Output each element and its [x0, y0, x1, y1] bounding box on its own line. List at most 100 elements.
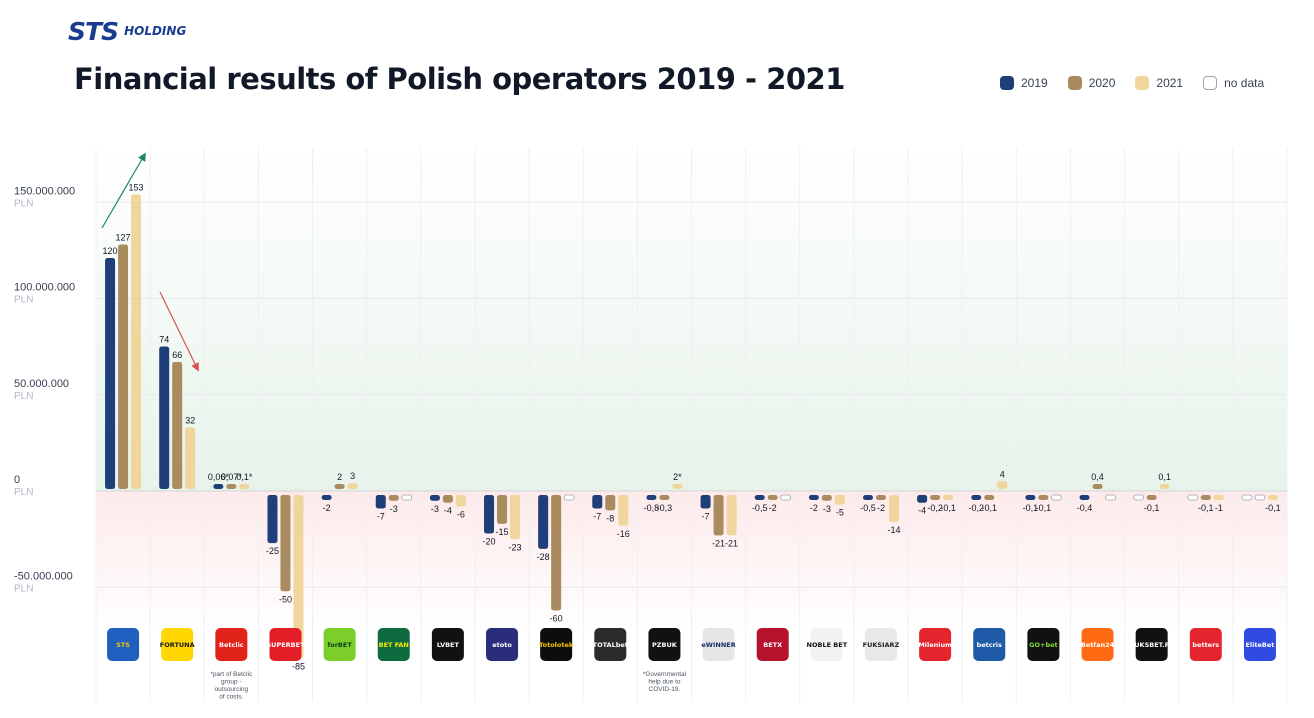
legend-item-2020: 2020: [1067, 76, 1116, 90]
bar: [659, 495, 670, 500]
bar: [538, 495, 549, 549]
operator-logo-text: NOBLE BET: [807, 641, 848, 649]
bar-nodata: [1254, 494, 1266, 501]
bar-value-label: 0,07*: [221, 472, 243, 482]
chart-title: Financial results of Polish operators 20…: [74, 62, 845, 96]
bar-value-label: 32: [185, 415, 195, 425]
bar: [618, 495, 629, 526]
bar-nodata: [1133, 494, 1145, 501]
bar-value-label: -25: [266, 546, 279, 556]
y-tick-unit: PLN: [14, 487, 33, 498]
y-tick-label: 150.000.000: [14, 185, 75, 197]
bar: [984, 495, 995, 500]
bar: [971, 495, 982, 500]
operator-logo-text: FORTUNA: [160, 641, 195, 649]
bar: [862, 495, 873, 500]
bar-value-label: -0,5: [752, 503, 768, 513]
operator-footnote: of costs.: [219, 694, 243, 701]
bar-value-label: -21: [712, 538, 725, 548]
bar: [700, 495, 711, 509]
bar: [1146, 495, 1157, 500]
y-tick-unit: PLN: [14, 198, 33, 209]
bar: [672, 484, 683, 489]
bar: [293, 495, 304, 659]
bar: [551, 495, 562, 611]
bar-value-label: -0,2: [927, 503, 943, 513]
bar: [213, 484, 224, 489]
bar-value-label: -4: [444, 506, 452, 516]
operator-logo: [810, 628, 843, 661]
bar-value-label: -0,1: [1023, 503, 1039, 513]
bar: [172, 361, 183, 489]
operator-logo-text: Milenium: [918, 641, 952, 649]
chart-legend: 2019 2020 2021 no data: [1000, 76, 1264, 90]
bar: [226, 484, 237, 489]
bar-value-label: 2*: [673, 472, 682, 482]
bar: [267, 495, 278, 544]
bar-value-label: -5: [836, 508, 844, 518]
bar-value-label: -0,8: [644, 503, 660, 513]
operator-logo-text: betters: [1192, 641, 1219, 649]
operator-footnote: *part of Betclic: [210, 671, 253, 678]
bar: [1159, 484, 1170, 489]
legend-label-2020: 2020: [1088, 76, 1116, 90]
bar-value-label: -8: [606, 513, 614, 523]
bar-value-label: 2: [337, 472, 342, 482]
operator-logo-text: LVBET: [437, 641, 460, 649]
bar: [118, 244, 129, 489]
trend-down-arrow: [159, 291, 199, 372]
operator-footnote: help due to: [648, 679, 681, 686]
bar-nodata: [1241, 494, 1253, 501]
bar: [429, 495, 440, 501]
bar-value-label: -50: [279, 594, 292, 604]
bar-value-label: -21: [725, 538, 738, 548]
bar: [455, 495, 466, 507]
bar-value-label: -3: [823, 504, 831, 514]
bar-value-label: 0,1: [1158, 472, 1171, 482]
operator-logo: [431, 628, 464, 661]
bar: [754, 495, 765, 500]
bar: [1267, 495, 1278, 500]
bar-value-label: -85: [292, 662, 305, 672]
bar-value-label: -2: [769, 503, 777, 513]
legend-swatch-2021: [1135, 76, 1150, 90]
bar: [943, 495, 954, 500]
bar: [484, 495, 495, 534]
operator-logo: [756, 628, 789, 661]
operator-logo-text: BETX: [763, 641, 782, 649]
bar: [997, 481, 1008, 489]
operator-logo: [864, 628, 897, 661]
bar-nodata: [563, 494, 575, 501]
operator-logo-text: FUKSBET.PL: [1130, 641, 1174, 649]
bar-value-label: -7: [377, 511, 385, 521]
bar: [388, 495, 399, 501]
bar-value-label: -4: [918, 506, 926, 516]
operator-logo-text: EliteBet: [1245, 641, 1274, 649]
operator-logo-text: Betfan24: [1081, 641, 1115, 649]
bar-value-label: -0,2: [968, 503, 984, 513]
bar: [1038, 495, 1049, 500]
bar: [875, 495, 886, 500]
bar-value-label: -0,1: [1265, 503, 1281, 513]
operator-footnote: COVID-19.: [649, 686, 681, 693]
legend-label-nodata: no data: [1224, 76, 1265, 90]
bar: [808, 495, 819, 500]
bar-value-label: 3: [350, 471, 355, 481]
bar: [930, 495, 941, 500]
operator-logo-text: BET FAN: [379, 641, 409, 649]
operator-footnote: group -: [221, 679, 242, 686]
operator-logo-text: STS: [116, 641, 130, 649]
bar-value-label: -0,5: [860, 503, 876, 513]
operator-logo-text: eWINNER: [701, 641, 735, 649]
bar-value-label: -0,1: [1036, 503, 1052, 513]
legend-label-2019: 2019: [1021, 76, 1048, 90]
operator-logo: [1189, 628, 1222, 661]
bar: [1092, 484, 1103, 489]
bar-value-label: 127: [116, 233, 131, 243]
bar: [834, 495, 845, 505]
operator-logo-text: GO+bet: [1029, 641, 1057, 649]
bar-value-label: 0,4: [1091, 472, 1104, 482]
bar: [821, 495, 832, 501]
operator-footnote: *Governmental: [643, 671, 687, 678]
